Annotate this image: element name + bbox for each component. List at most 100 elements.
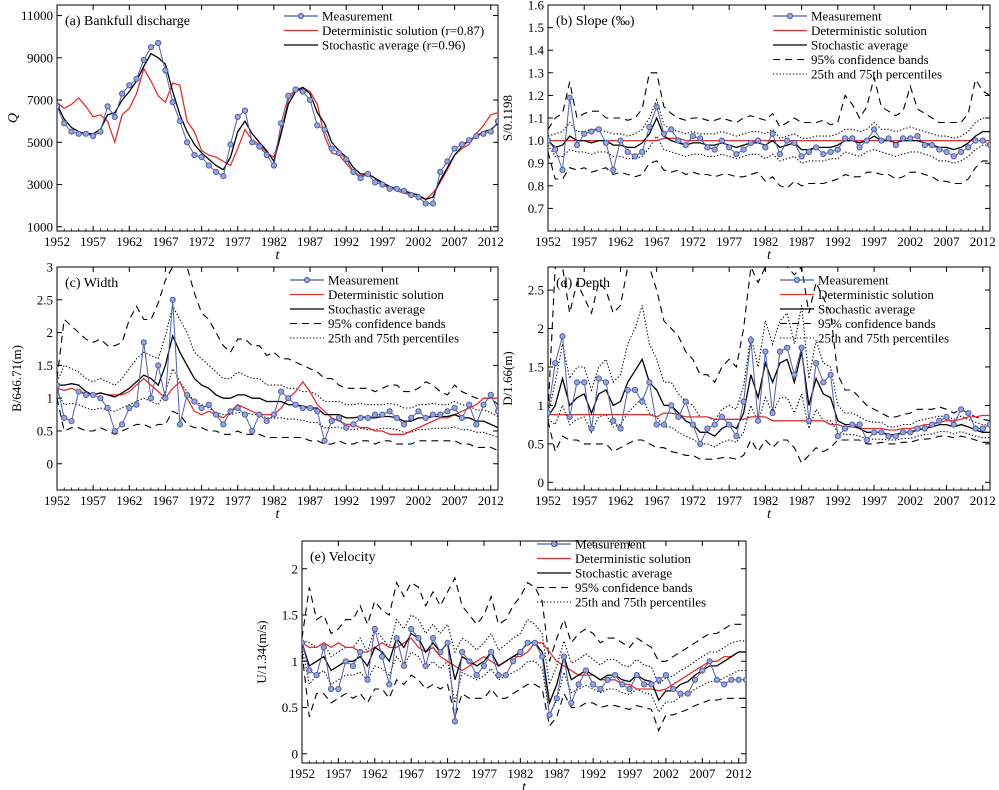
point-c-22: [212, 411, 220, 418]
y-tick-label-d-2: 1: [538, 398, 545, 413]
point-a-16: [169, 99, 176, 106]
point-b-23: [711, 146, 718, 153]
point-e-22: [459, 648, 466, 656]
y-tick-label-b-4: 1.1: [528, 111, 544, 126]
point-e-29: [509, 658, 517, 665]
point-e-16: [415, 635, 422, 642]
x-tick-label-a-8: 1992: [333, 234, 359, 249]
legend-label-e-0: Measurement: [575, 537, 646, 552]
point-d-52: [921, 425, 928, 432]
plot-area-b: [548, 72, 990, 189]
point-d-49: [899, 429, 907, 436]
point-a-50: [415, 194, 422, 201]
point-b-22: [704, 144, 711, 151]
point-c-0: [57, 382, 61, 389]
point-a-45: [379, 181, 386, 188]
point-e-42: [604, 676, 611, 683]
point-a-44: [372, 179, 379, 186]
point-a-15: [162, 67, 169, 74]
point-c-43: [364, 414, 371, 421]
y-tick-label-d-0: 0: [538, 475, 545, 490]
point-d-61: [986, 421, 990, 428]
point-b-8: [602, 139, 610, 146]
point-c-16: [169, 296, 176, 303]
x-tick-label-c-4: 1972: [189, 493, 215, 508]
y-tick-label-a-4: 9000: [27, 50, 53, 65]
point-e-33: [539, 653, 546, 660]
x-tick-label-d-0: 1952: [535, 493, 561, 508]
point-d-33: [784, 344, 791, 351]
x-tick-label-a-6: 1982: [261, 234, 287, 249]
y-tick-label-b-5: 1.2: [528, 88, 544, 103]
y-tick-label-b-2: 0.9: [528, 156, 544, 171]
point-b-13: [639, 148, 646, 155]
series-b-2-line: [548, 116, 990, 151]
point-d-8: [602, 379, 610, 386]
point-c-9: [119, 421, 126, 428]
legend-label-a-1: Deterministic solution (r=0.87): [322, 23, 484, 38]
series-e-0-line: [302, 627, 746, 722]
point-b-60: [979, 137, 986, 144]
x-tick-label-d-5: 1977: [716, 493, 743, 508]
point-e-7: [349, 662, 357, 670]
series-c-4-lower: [57, 367, 498, 439]
chart-title-a: (a) Bankfull discharge: [65, 14, 190, 29]
point-d-32: [776, 348, 784, 355]
point-b-29: [755, 137, 762, 144]
point-e-26: [488, 648, 495, 656]
point-c-17: [176, 421, 183, 428]
point-a-8: [111, 113, 118, 121]
point-d-27: [740, 398, 747, 405]
point-d-11: [624, 386, 631, 394]
point-c-31: [278, 388, 285, 395]
point-c-50: [415, 408, 422, 415]
x-tick-label-e-12: 2012: [726, 766, 752, 781]
point-c-48: [400, 421, 408, 428]
x-tick-label-b-10: 2002: [897, 234, 923, 249]
point-d-25: [726, 421, 733, 428]
point-b-28: [747, 139, 755, 146]
y-tick-label-a-1: 3000: [27, 177, 53, 192]
point-b-14: [646, 123, 653, 131]
point-c-60: [487, 391, 494, 398]
point-d-59: [972, 425, 979, 432]
y-tick-label-c-3: 1.5: [37, 358, 53, 373]
point-c-54: [444, 408, 451, 415]
x-tick-label-c-3: 1967: [152, 493, 179, 508]
legend-label-c-4: 25th and 75th percentiles: [328, 331, 459, 346]
x-tick-label-e-5: 1977: [471, 766, 498, 781]
panel-e: 1952 1957 1962 1967 1972 1977 1982 1987 1992 1997…: [254, 537, 752, 790]
chart-title-c: (c) Width: [65, 276, 118, 291]
point-b-25: [726, 144, 733, 151]
point-b-61: [986, 142, 990, 149]
point-a-33: [292, 86, 299, 93]
legend-label-d-2: Stochastic average: [818, 302, 915, 317]
legend-label-d-4: 25th and 75th percentiles: [818, 331, 949, 346]
point-c-32: [285, 395, 292, 402]
point-a-30: [270, 162, 277, 169]
point-c-59: [480, 401, 487, 408]
point-a-21: [205, 162, 212, 169]
point-b-48: [892, 142, 899, 149]
point-e-4: [328, 685, 335, 693]
point-b-4: [573, 142, 581, 149]
x-tick-label-b-7: 1987: [789, 234, 816, 249]
point-b-40: [834, 146, 841, 153]
x-tick-label-d-9: 1997: [861, 493, 888, 508]
x-axis-label-b: t: [767, 248, 772, 263]
series-d-3-lower: [548, 420, 990, 465]
point-b-15: [653, 103, 660, 110]
x-tick-label-d-2: 1962: [607, 493, 633, 508]
point-d-37: [813, 360, 820, 367]
point-d-9: [610, 417, 617, 424]
point-e-46: [633, 672, 640, 679]
x-tick-label-a-2: 1962: [116, 234, 142, 249]
x-tick-label-d-11: 2007: [934, 493, 961, 508]
point-b-31: [769, 130, 776, 137]
legend-label-b-1: Deterministic solution: [811, 23, 927, 38]
point-a-19: [191, 151, 198, 159]
point-e-51: [670, 685, 677, 693]
point-e-43: [611, 672, 619, 679]
point-a-14: [155, 39, 162, 47]
point-a-22: [212, 168, 220, 175]
